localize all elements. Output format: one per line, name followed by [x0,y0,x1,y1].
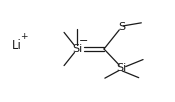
Text: Li: Li [12,39,22,52]
Text: Si: Si [116,63,127,73]
Text: S: S [118,22,125,32]
Text: −: − [79,36,88,46]
Text: Si: Si [72,44,82,54]
Text: +: + [20,32,27,41]
